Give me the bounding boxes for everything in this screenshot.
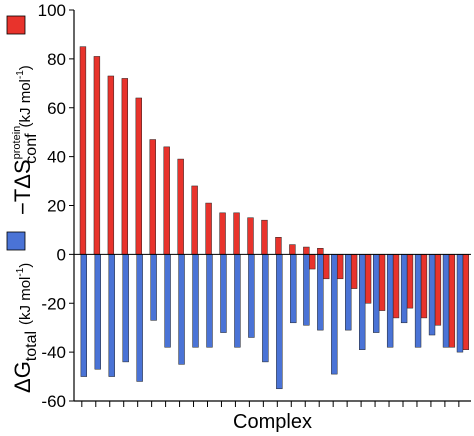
bar-total [108, 254, 115, 377]
y-tick-label: 80 [47, 50, 66, 69]
bar-conf [462, 254, 470, 350]
y-tick-label: 40 [47, 148, 66, 167]
bar-conf [336, 254, 344, 280]
bar-total [400, 254, 408, 324]
bar-total [414, 254, 422, 348]
y-tick-label: 0 [57, 245, 66, 264]
bar-total [442, 254, 450, 348]
bar-total [150, 254, 157, 321]
y-tick-label: -60 [41, 392, 66, 411]
bar-conf [163, 146, 170, 255]
bar-total [276, 254, 283, 390]
bar-total [345, 254, 352, 331]
bar-total [178, 254, 185, 365]
bar-conf [309, 254, 316, 270]
bar-conf [434, 254, 442, 326]
bar-conf [261, 219, 268, 255]
bar-total [122, 254, 129, 363]
bar-conf [79, 46, 87, 255]
bar-conf [364, 254, 372, 304]
bar-total [80, 254, 87, 377]
bar-total [359, 254, 366, 350]
bar-total [386, 254, 394, 348]
y-axis-label-conformational: −TΔSproteinconf(kJ mol-1) [10, 65, 40, 215]
y-tick-label: 100 [38, 1, 66, 20]
bar-conf [317, 248, 324, 255]
bar-total [94, 254, 101, 370]
bar-conf [448, 254, 456, 348]
bar-total [373, 254, 380, 333]
y-tick-label: 20 [47, 197, 66, 216]
bar-total [136, 254, 143, 382]
bar-total [206, 254, 213, 348]
y-tick-label: -40 [41, 343, 66, 362]
legend-swatch-total [6, 231, 26, 251]
y-tick-label: 60 [47, 99, 66, 118]
bar-conf [107, 75, 115, 255]
bar-total [192, 254, 199, 348]
legend-swatch-conf [6, 15, 26, 35]
bar-conf [378, 254, 386, 311]
bar-total [248, 254, 255, 338]
bar-conf [406, 254, 414, 309]
bar-conf [323, 254, 330, 280]
bar-total [164, 254, 171, 348]
bar-conf [121, 78, 129, 255]
bar-conf [191, 185, 198, 255]
y-tick-label: -20 [41, 294, 66, 313]
bar-total [317, 254, 324, 331]
bar-conf [420, 254, 428, 319]
bar-total [262, 254, 269, 363]
bar-conf [303, 246, 310, 255]
bar-conf [233, 212, 240, 255]
x-axis-ticks [81, 401, 460, 407]
bar-conf [93, 56, 101, 255]
bar-conf [350, 254, 358, 289]
bar-conf [205, 202, 212, 255]
y-axis-label-total: ΔGtotal(kJ mol-1) [10, 263, 40, 393]
legend [6, 15, 26, 251]
bar-conf [135, 97, 142, 255]
bars [79, 46, 470, 390]
bar-total [220, 254, 227, 333]
bar-total [428, 254, 436, 336]
x-axis-label: Complex [233, 411, 312, 433]
bar-conf [275, 237, 282, 255]
bar-conf [392, 254, 400, 319]
bar-conf [177, 158, 184, 255]
bar-total [303, 254, 310, 326]
bar-conf [289, 244, 296, 255]
bar-total [234, 254, 241, 348]
y-axis-ticks: -60 -40 -20 0 20 40 60 80 100 [38, 1, 74, 411]
bar-total [290, 254, 297, 324]
bar-conf [149, 139, 156, 255]
bar-total [331, 254, 338, 375]
bar-conf [219, 212, 226, 255]
bar-total [456, 254, 464, 353]
bar-conf [247, 217, 254, 255]
